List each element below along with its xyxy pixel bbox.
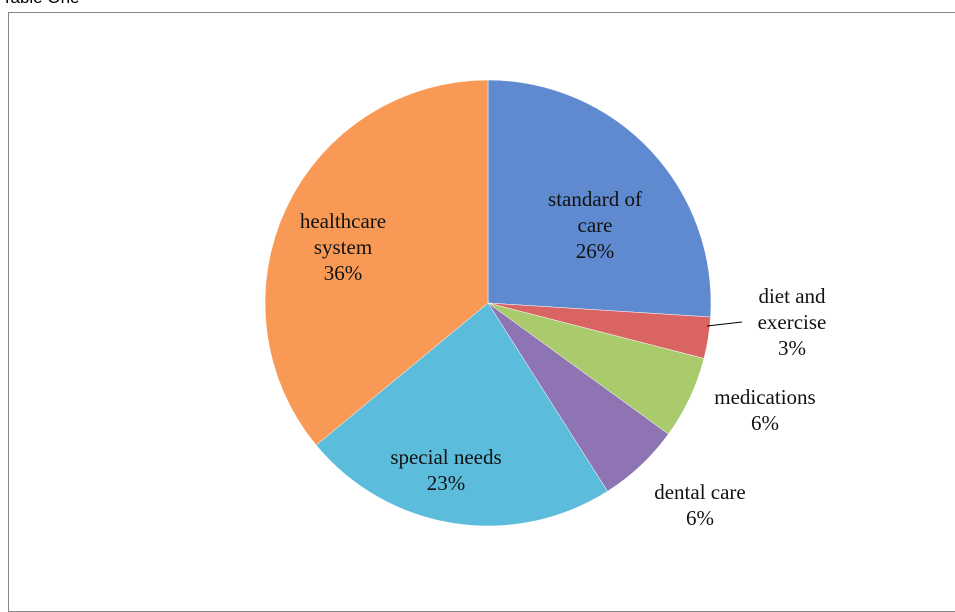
- value-label: 6%: [751, 411, 779, 435]
- category-label: special needs: [390, 445, 502, 469]
- pie-slice: [487, 79, 712, 318]
- value-label: 36%: [323, 261, 363, 285]
- category-label: medications: [714, 385, 816, 409]
- value-label: 6%: [686, 506, 714, 530]
- pie-slice: [264, 79, 489, 446]
- category-label: dental care: [654, 480, 746, 504]
- slice-label: standard of care 26%: [530, 186, 660, 264]
- chart-title: Table One: [2, 0, 80, 8]
- slice-label: diet and exercise 3%: [737, 283, 847, 361]
- slice-label: medications 6%: [665, 384, 865, 436]
- category-label: healthcare system: [299, 209, 387, 259]
- value-label: 26%: [575, 239, 615, 263]
- category-label: standard of care: [548, 187, 642, 237]
- slice-label: healthcare system 36%: [281, 208, 406, 286]
- chart: [264, 79, 743, 527]
- pie-slice: [315, 302, 608, 527]
- slice-label: special needs 23%: [346, 444, 546, 496]
- value-label: 3%: [778, 336, 806, 360]
- leader-line: [706, 321, 743, 327]
- value-label: 23%: [426, 471, 466, 495]
- slice-label: dental care 6%: [600, 479, 800, 531]
- category-label: diet and exercise: [757, 284, 827, 334]
